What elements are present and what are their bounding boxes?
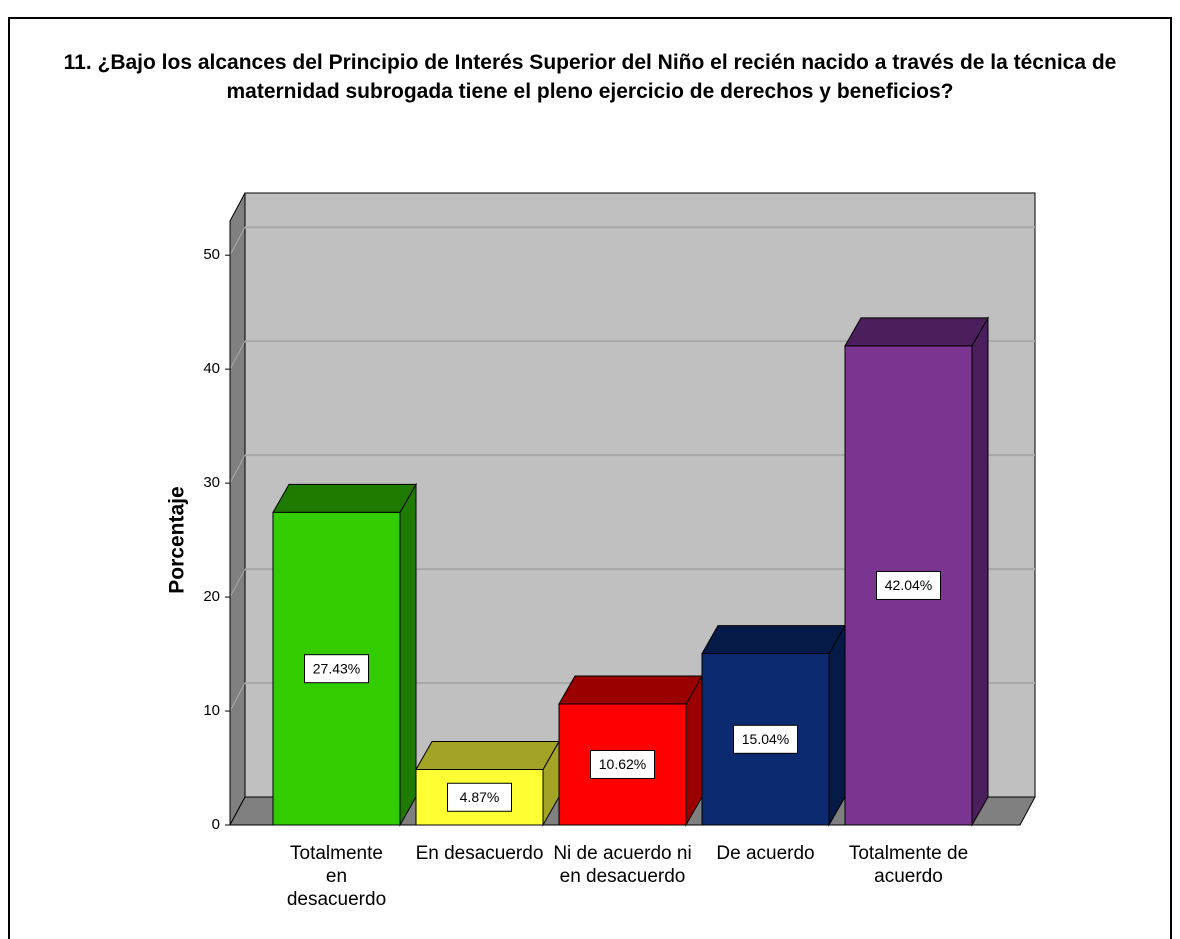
bar [272, 511, 401, 826]
data-label: 42.04% [885, 577, 932, 593]
y-tick-label: 10 [203, 702, 220, 719]
grid-line [229, 568, 246, 598]
x-tick-label: De acuerdo [716, 843, 815, 864]
data-label-box [590, 749, 655, 779]
title-box: 11. ¿Bajo los alcances del Principio de … [63, 51, 1117, 103]
y-tick-label: 30 [203, 474, 220, 491]
data-label-box [304, 654, 369, 684]
bar-side [971, 316, 989, 827]
data-label-box [876, 570, 941, 600]
grid-line [229, 340, 246, 370]
y-axis-label: Porcentaje [166, 486, 189, 593]
grid-line [229, 682, 246, 712]
x-tick-label: En desacuerdo [415, 843, 544, 864]
x-tick-label: Totalmente de acuerdo [848, 843, 969, 887]
bar-top [272, 483, 417, 513]
y-tick-label: 50 [203, 246, 220, 263]
grid-line [229, 226, 246, 256]
data-label-box [447, 782, 512, 812]
data-label: 15.04% [742, 731, 789, 747]
bar-top [844, 317, 989, 347]
bar-top [558, 675, 703, 705]
bar-top [701, 625, 846, 655]
x-tick-label: Ni de acuerdo ni en desacuerdo [553, 843, 692, 887]
y-tick-label: 0 [212, 816, 220, 833]
data-label: 4.87% [460, 789, 500, 805]
chart-title: 11. ¿Bajo los alcances del Principio de … [63, 51, 1117, 103]
x-tick-label: Totalmente en desacuerdo [286, 843, 387, 910]
left-wall [229, 192, 246, 826]
bar [415, 769, 544, 826]
bar-side [399, 482, 417, 827]
y-tick-label: 40 [203, 360, 220, 377]
data-label: 10.62% [599, 756, 646, 772]
bar-side [828, 623, 846, 827]
data-label-box [733, 724, 798, 754]
bar-top [415, 741, 560, 771]
y-tick-label: 20 [203, 588, 220, 605]
grid-line [229, 454, 246, 484]
data-label: 27.43% [313, 660, 360, 676]
